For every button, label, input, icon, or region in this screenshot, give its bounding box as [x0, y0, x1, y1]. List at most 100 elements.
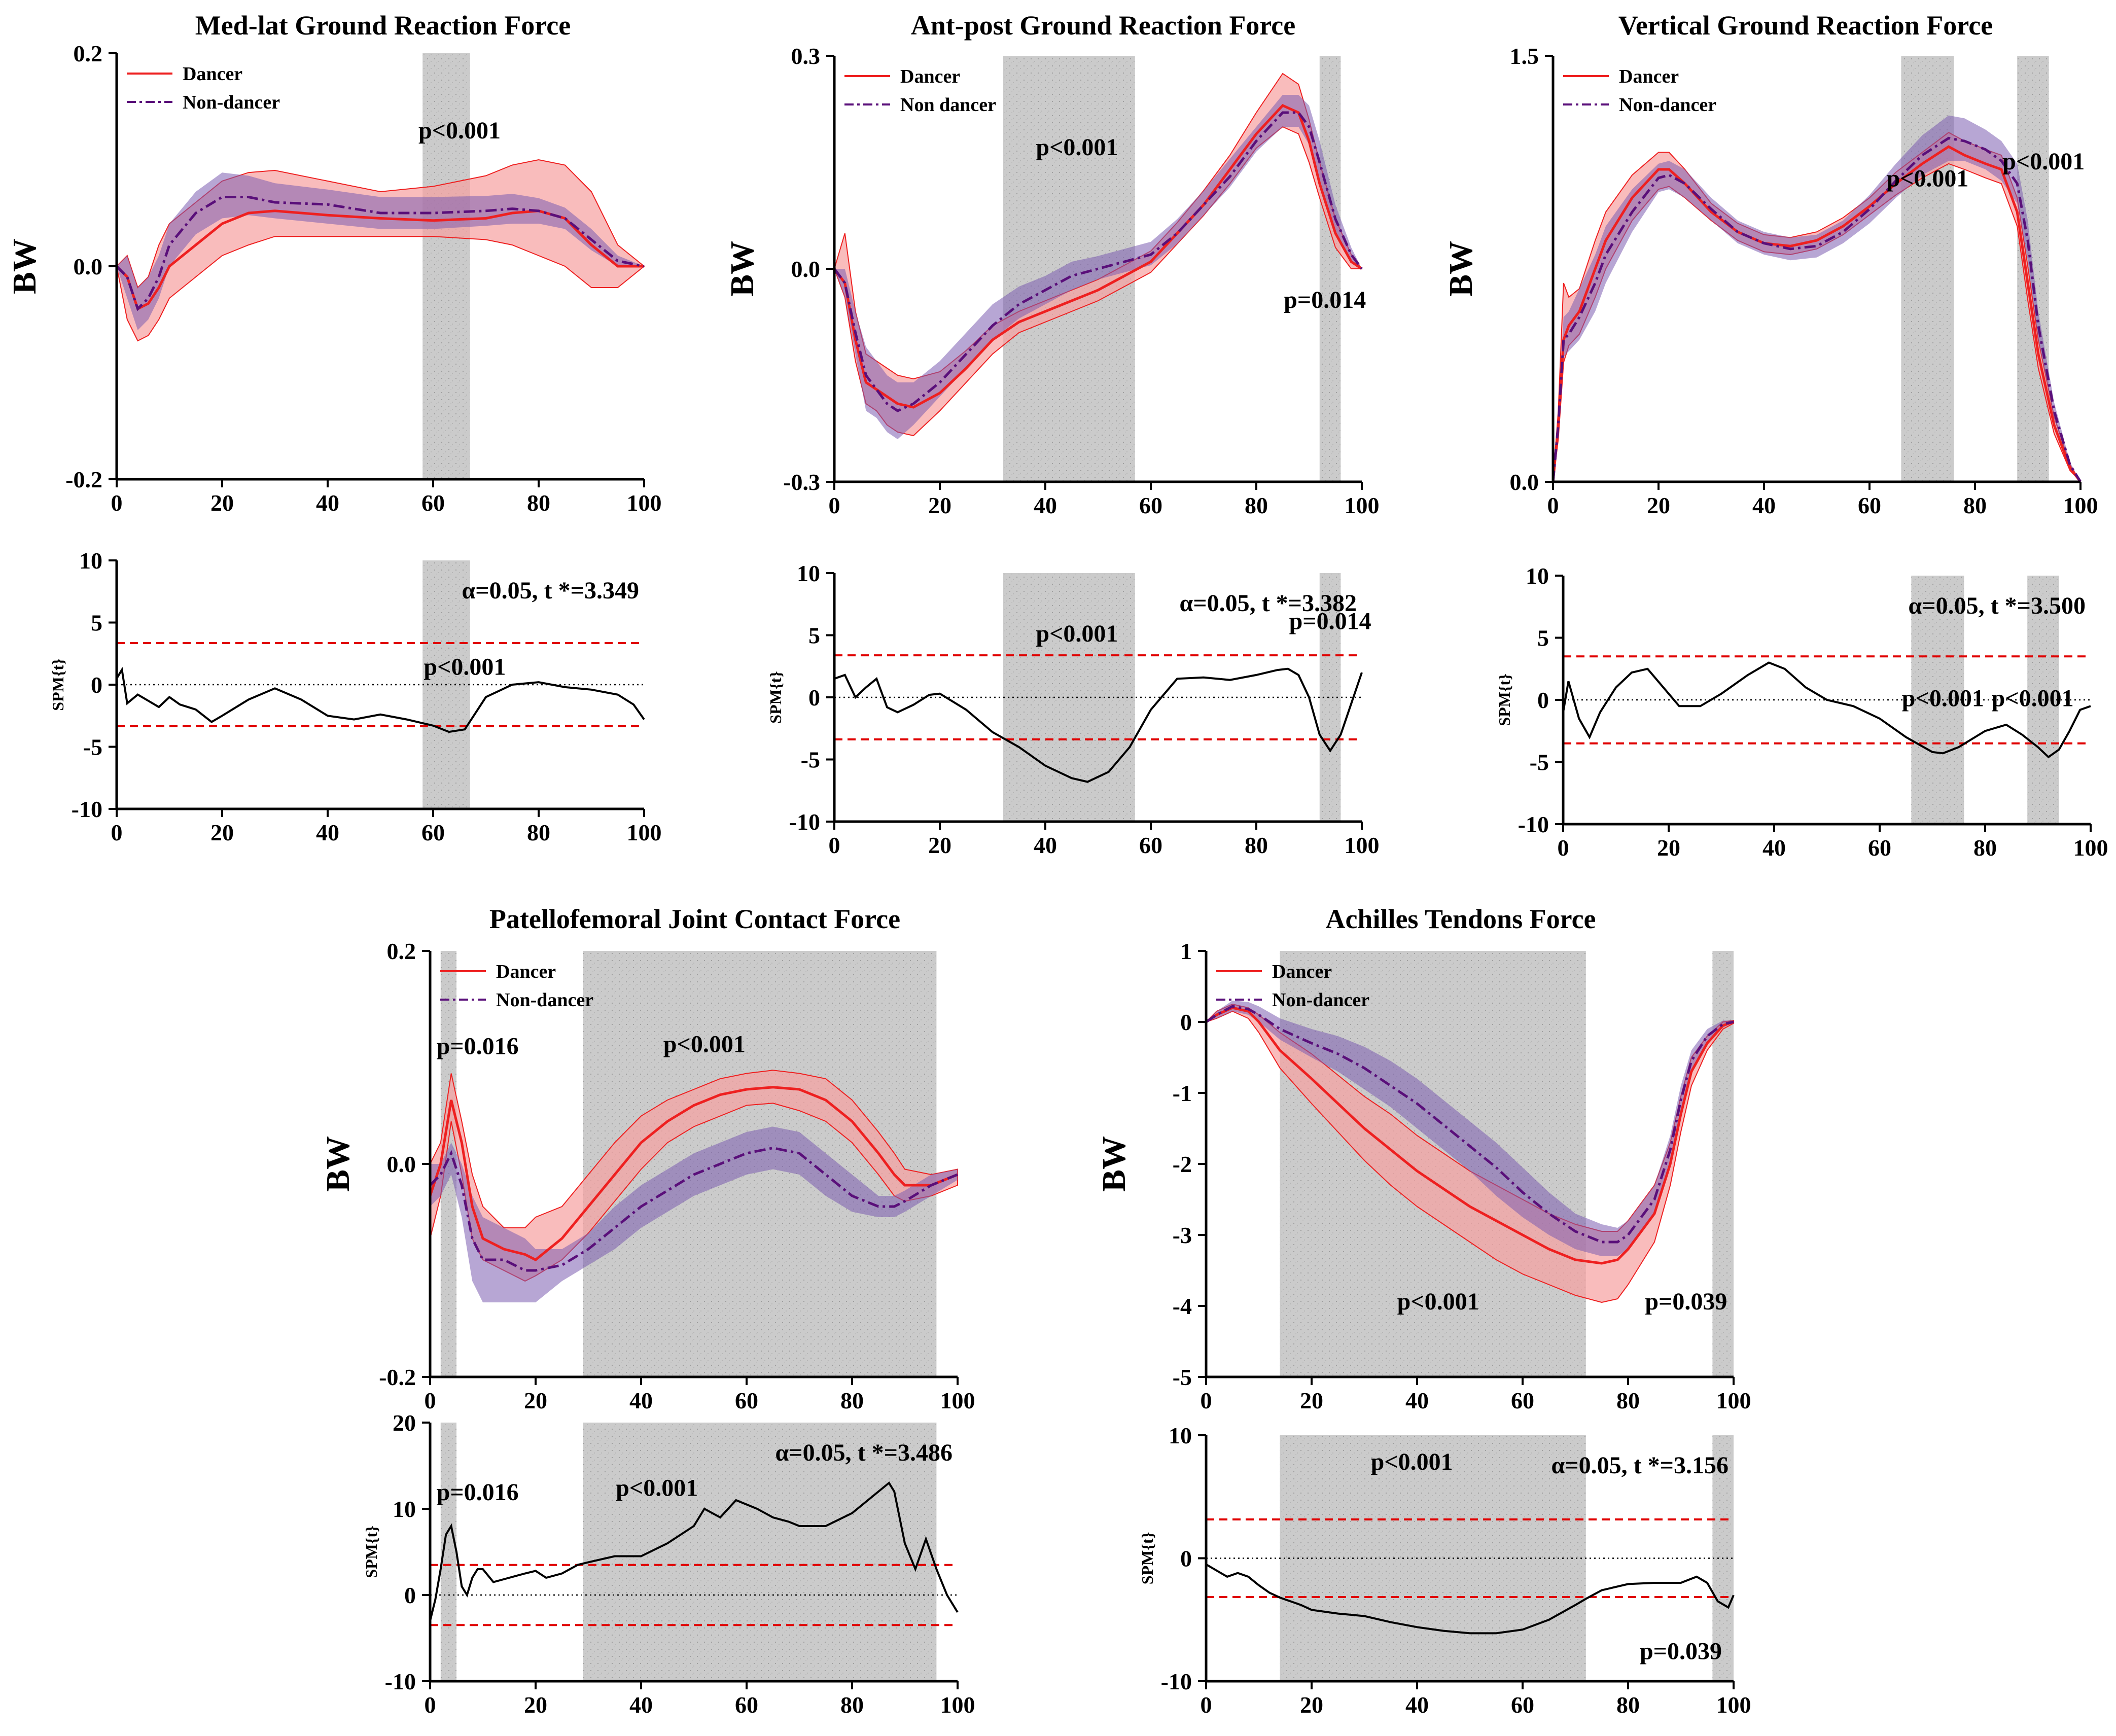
- nondancer-mean-line: [116, 196, 645, 311]
- spm-p-value-annotation: p<0.001: [1036, 620, 1118, 647]
- chart-title: Med-lat Ground Reaction Force: [195, 10, 571, 41]
- x-tick-label: 80: [1245, 832, 1268, 858]
- y-tick-label: -10: [72, 796, 102, 822]
- x-tick-label: 60: [421, 820, 445, 845]
- spm-p-value-annotation: p<0.001: [424, 653, 506, 680]
- chart-title: Vertical Ground Reaction Force: [1618, 10, 1993, 41]
- y-axis-title: BW: [6, 238, 43, 294]
- legend-dancer-label: Dancer: [496, 961, 556, 982]
- nondancer-sd-band: [834, 95, 1362, 439]
- x-tick-label: 40: [1752, 492, 1776, 518]
- spm-panel: 0 20 40 60 80 100 10 5 0 -5 -10 SPM{t} α=0.05, t *=3…: [49, 548, 662, 845]
- spm-t-curve: [1205, 1563, 1735, 1635]
- x-tick-label: 40: [316, 820, 339, 845]
- y-tick-label: -1: [1173, 1080, 1192, 1106]
- x-tick-label: 0: [829, 832, 840, 858]
- threshold-label: α=0.05, t *=3.382: [1180, 590, 1357, 617]
- y-tick-label: 10: [393, 1496, 416, 1522]
- y-axis-title: BW: [1096, 1136, 1133, 1192]
- y-tick-label: 5: [91, 610, 102, 636]
- y-tick-label: 0.0: [1510, 469, 1539, 495]
- y-tick-label: -0.2: [65, 467, 102, 492]
- x-tick-label: 60: [1511, 1692, 1534, 1718]
- nondancer-mean-line: [429, 1146, 958, 1272]
- p-value-annotation: p<0.001: [663, 1031, 746, 1058]
- x-tick-label: 20: [524, 1692, 547, 1718]
- spm-y-axis-title: SPM{t}: [766, 671, 785, 723]
- x-tick-label: 60: [735, 1388, 758, 1413]
- x-tick-label: 100: [627, 820, 662, 845]
- chart-medlat: Med-lat Ground Reaction Force 0 20 40 60 80 10…: [6, 10, 662, 845]
- x-tick-label: 0: [1547, 492, 1559, 518]
- x-tick-label: 40: [629, 1388, 653, 1413]
- x-tick-label: 20: [524, 1388, 547, 1413]
- dancer-sd-band: [116, 159, 645, 342]
- y-tick-label: 10: [1169, 1423, 1192, 1448]
- y-tick-label: 0: [91, 672, 102, 698]
- y-tick-label: 0.2: [74, 41, 103, 66]
- x-tick-label: 0: [425, 1692, 436, 1718]
- x-tick-label: 100: [2073, 835, 2108, 861]
- spm-y-axis-title: SPM{t}: [362, 1526, 380, 1578]
- p-value-annotation: p<0.001: [2002, 148, 2085, 175]
- spm-t-curve: [834, 667, 1363, 783]
- main-panel: 0 20 40 60 80 100 1 0 -1 -2 -3 -4 -5 BW Dancer Non-danc…: [1096, 938, 1751, 1413]
- chart-vertical: Vertical Ground Reaction Force 0 20 40 60 80 1…: [1442, 10, 2108, 861]
- y-tick-label: 10: [797, 560, 820, 586]
- spm-p-value-annotation: p=0.039: [1640, 1638, 1722, 1664]
- y-tick-label: -10: [1161, 1669, 1192, 1694]
- x-tick-label: 0: [1201, 1388, 1212, 1413]
- legend: Dancer Non dancer: [844, 66, 996, 116]
- x-tick-label: 80: [527, 490, 550, 516]
- threshold-label: α=0.05, t *=3.486: [775, 1439, 953, 1466]
- x-tick-label: 0: [1558, 835, 1569, 861]
- spm-t-curve: [429, 1481, 959, 1621]
- x-tick-label: 100: [940, 1388, 975, 1413]
- p-value-annotation: p<0.001: [1886, 165, 1968, 192]
- p-value-annotation: p<0.001: [1397, 1288, 1479, 1315]
- y-tick-label: -10: [789, 809, 820, 835]
- main-panel: 0 20 40 60 80 100 1.5 0.0 BW Dancer Non-dancer p<0.…: [1442, 43, 2098, 518]
- x-tick-label: 40: [1034, 832, 1057, 858]
- x-tick-label: 40: [629, 1692, 653, 1718]
- x-tick-label: 80: [527, 820, 550, 845]
- x-tick-label: 100: [1345, 832, 1380, 858]
- dancer-sd-band: [1553, 132, 2081, 482]
- x-tick-label: 40: [1034, 492, 1057, 518]
- x-tick-label: 60: [1139, 492, 1162, 518]
- x-tick-label: 20: [928, 832, 951, 858]
- dancer-mean-line: [429, 1086, 958, 1261]
- legend-dancer-label: Dancer: [1272, 961, 1332, 982]
- y-tick-label: -0.2: [379, 1364, 416, 1390]
- dancer-mean-line: [833, 103, 1363, 409]
- legend-nondancer-label: Non-dancer: [496, 989, 593, 1011]
- legend-dancer-label: Dancer: [183, 63, 242, 85]
- y-tick-label: -5: [801, 747, 820, 773]
- y-tick-label: -5: [83, 734, 102, 760]
- p-value-annotation: p=0.039: [1645, 1288, 1727, 1315]
- x-tick-label: 80: [840, 1692, 864, 1718]
- dancer-mean-line: [1205, 1006, 1734, 1265]
- threshold-label: α=0.05, t *=3.500: [1909, 592, 2086, 619]
- x-tick-label: 20: [928, 492, 951, 518]
- nondancer-sd-band: [1206, 1001, 1734, 1256]
- y-tick-label: -10: [1518, 811, 1549, 837]
- nondancer-sd-band: [430, 1126, 958, 1302]
- x-tick-label: 0: [111, 820, 123, 845]
- x-tick-label: 80: [1616, 1388, 1640, 1413]
- y-tick-label: 1.5: [1510, 43, 1539, 69]
- nondancer-mean-line: [1551, 136, 2082, 483]
- spm-panel: 0 20 40 60 80 100 10 5 0 -5 -10 SPM{t} α=0.05, t *=3…: [1495, 563, 2108, 861]
- nondancer-mean-line: [833, 111, 1363, 412]
- x-tick-label: 80: [1616, 1692, 1640, 1718]
- legend-dancer-label: Dancer: [1619, 66, 1679, 87]
- x-tick-label: 20: [1647, 492, 1670, 518]
- significance-region: [1319, 56, 1341, 482]
- threshold-label: α=0.05, t *=3.349: [462, 577, 639, 604]
- legend-nondancer-label: Non-dancer: [183, 92, 280, 113]
- x-tick-label: 0: [111, 490, 123, 516]
- spm-panel: 0 20 40 60 80 100 10 5 0 -5 -10 SPM{t} α=0.05, t *=3…: [766, 560, 1380, 858]
- y-tick-label: 0: [1180, 1546, 1192, 1572]
- legend-nondancer-label: Non-dancer: [1619, 94, 1716, 116]
- y-tick-label: -5: [1530, 750, 1549, 775]
